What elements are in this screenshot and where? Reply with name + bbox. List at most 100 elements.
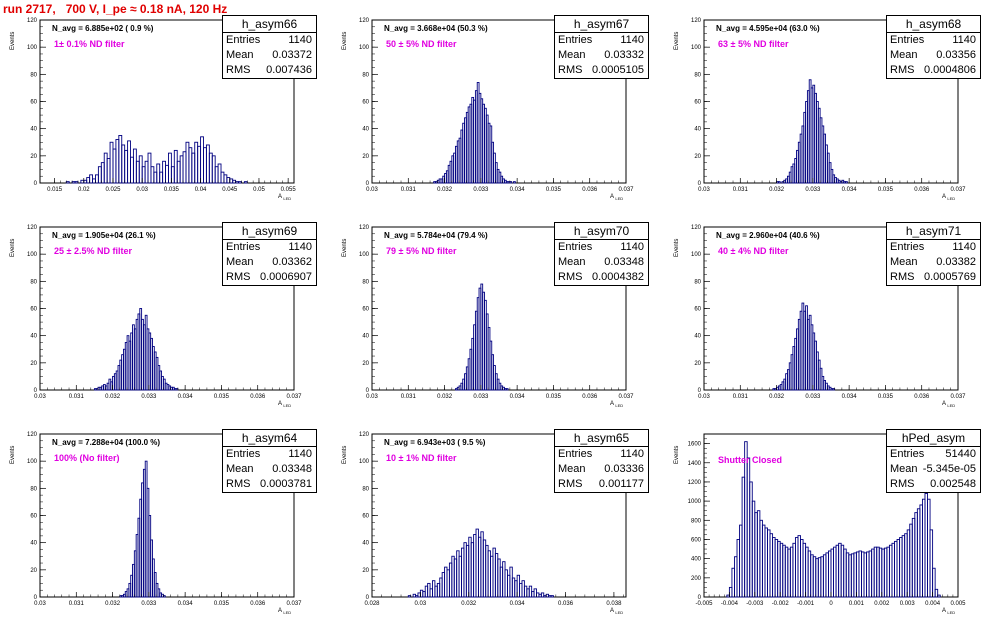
filter-annotation: 10 ± 1% ND filter	[386, 453, 457, 463]
x-tick-label: 0.034	[510, 394, 526, 400]
x-tick-label: 0.036	[558, 601, 574, 607]
y-tick-label: 60	[362, 514, 369, 520]
y-tick-label: 120	[27, 432, 38, 438]
y-tick-label: 40	[694, 127, 701, 133]
stats-key: Entries	[890, 34, 925, 46]
x-tick-label: 0.03	[366, 187, 378, 193]
y-tick-label: 100	[27, 252, 38, 258]
histogram-panel-h_asym66: 0.015 0.02 0.025 0.03 0.035 0.04 0.045 0.05 0.05…	[0, 15, 332, 222]
y-axis-label: Events	[674, 238, 680, 257]
stats-row-mean: Mean -5.345e-05	[887, 462, 980, 477]
y-tick-label: 80	[362, 72, 369, 78]
filter-annotation: 100% (No filter)	[54, 453, 120, 463]
stats-key: Entries	[226, 241, 261, 253]
x-tick-label: 0.03	[136, 187, 148, 193]
y-tick-label: 80	[362, 279, 369, 285]
x-tick-label: 0.036	[250, 394, 266, 400]
x-axis-label-sub: LED	[283, 196, 292, 202]
x-tick-label: 0.035	[214, 601, 230, 607]
stats-key: Mean	[558, 463, 586, 475]
y-tick-label: 120	[359, 432, 370, 438]
navg-annotation: N_avg = 6.943e+03 ( 9.5 %)	[384, 438, 486, 447]
stats-value: 1140	[288, 241, 312, 253]
x-tick-label: 0.035	[164, 187, 180, 193]
x-tick-label: 0.033	[141, 394, 157, 400]
stats-box: h_asym71 Entries 1140 Mean 0.03382 RMS 0.00057…	[886, 222, 981, 286]
x-tick-label: 0.04	[195, 187, 207, 193]
y-tick-label: 100	[359, 252, 370, 258]
y-tick-label: 120	[691, 18, 702, 24]
histogram-bin	[509, 181, 513, 184]
histogram-plot: 0.03 0.031 0.032 0.033 0.034 0.035 0.036 0.037 0…	[359, 18, 634, 193]
y-axis-label: Events	[342, 238, 348, 257]
y-tick-label: 20	[30, 361, 37, 367]
filter-annotation: 1± 0.1% ND filter	[54, 39, 125, 49]
stats-value: 0.03348	[604, 256, 644, 268]
histogram-bin	[832, 388, 836, 391]
y-tick-label: 120	[359, 225, 370, 231]
stats-row-entries: Entries 1140	[887, 240, 980, 255]
stats-row-entries: Entries 1140	[555, 33, 648, 48]
histogram-name: h_asym66	[223, 16, 316, 33]
stats-value: 0.0006907	[260, 271, 312, 283]
y-tick-label: 20	[694, 154, 701, 160]
y-tick-label: 80	[694, 72, 701, 78]
y-tick-label: 600	[691, 537, 702, 543]
histogram-plot: 0.03 0.031 0.032 0.033 0.034 0.035 0.036 0.037 0…	[691, 225, 966, 400]
x-tick-label: 0.033	[473, 187, 489, 193]
x-axis-label: A LED	[610, 194, 623, 201]
stats-key: Mean	[890, 49, 918, 61]
y-tick-label: 0	[698, 388, 702, 394]
y-tick-label: 60	[694, 307, 701, 313]
stats-key: Entries	[226, 34, 261, 46]
y-tick-label: 0	[366, 388, 370, 394]
x-axis-label-main: A	[610, 194, 614, 200]
x-tick-label: 0.037	[950, 187, 966, 193]
y-axis-label: Events	[10, 238, 16, 257]
stats-row-mean: Mean 0.03382	[887, 255, 980, 270]
x-axis-label-sub: LED	[283, 403, 292, 409]
x-axis-label-main: A	[942, 401, 946, 407]
x-tick-label: 0.005	[950, 601, 966, 607]
stats-value: 0.0004806	[924, 64, 976, 76]
navg-annotation: N_avg = 4.595e+04 (63.0 %)	[716, 24, 820, 33]
stats-key: Entries	[890, 448, 925, 460]
x-tick-label: 0.037	[618, 394, 634, 400]
filter-annotation: 40 ± 4% ND filter	[718, 246, 789, 256]
histogram-plot: 0.03 0.031 0.032 0.033 0.034 0.035 0.036 0.037 0…	[27, 225, 302, 400]
x-tick-label: 0.05	[253, 187, 265, 193]
stats-key: RMS	[890, 478, 915, 490]
filter-annotation: Shutter Closed	[718, 455, 783, 465]
histogram-plot: 0.03 0.031 0.032 0.033 0.034 0.035 0.036 0.037 0…	[27, 432, 302, 607]
x-axis-label-sub: LED	[947, 610, 956, 616]
x-axis-label-main: A	[942, 608, 946, 614]
y-tick-label: 1600	[688, 442, 702, 448]
y-tick-label: 100	[27, 459, 38, 465]
histogram-plot: 0.03 0.031 0.032 0.033 0.034 0.035 0.036 0.037 0…	[359, 225, 634, 400]
stats-value: 1140	[288, 448, 312, 460]
stats-value: 1140	[952, 34, 976, 46]
histogram-name: h_asym65	[555, 430, 648, 447]
y-tick-label: 100	[691, 45, 702, 51]
histogram-bin	[238, 181, 242, 184]
stats-box: h_asym64 Entries 1140 Mean 0.03348 RMS 0.00037…	[222, 429, 317, 493]
y-tick-label: 60	[694, 100, 701, 106]
x-tick-label: 0.03	[34, 394, 46, 400]
filter-annotation: 50 ± 5% ND filter	[386, 39, 457, 49]
histogram-name: h_asym67	[555, 16, 648, 33]
stats-value: 0.0005105	[592, 64, 644, 76]
x-tick-label: 0.034	[510, 601, 526, 607]
stats-row-entries: Entries 1140	[555, 447, 648, 462]
stats-row-rms: RMS 0.0006907	[223, 270, 316, 285]
histogram-bin	[175, 388, 179, 391]
x-tick-label: 0.035	[546, 187, 562, 193]
stats-row-mean: Mean 0.03362	[223, 255, 316, 270]
x-axis-label: A LED	[278, 401, 291, 408]
stats-row-entries: Entries 1140	[223, 240, 316, 255]
x-tick-label: 0.036	[582, 187, 598, 193]
y-tick-label: 100	[27, 45, 38, 51]
x-axis-label: A LED	[610, 608, 623, 615]
stats-row-entries: Entries 51440	[887, 447, 980, 462]
x-axis-label-sub: LED	[615, 196, 624, 202]
stats-key: RMS	[558, 271, 583, 283]
